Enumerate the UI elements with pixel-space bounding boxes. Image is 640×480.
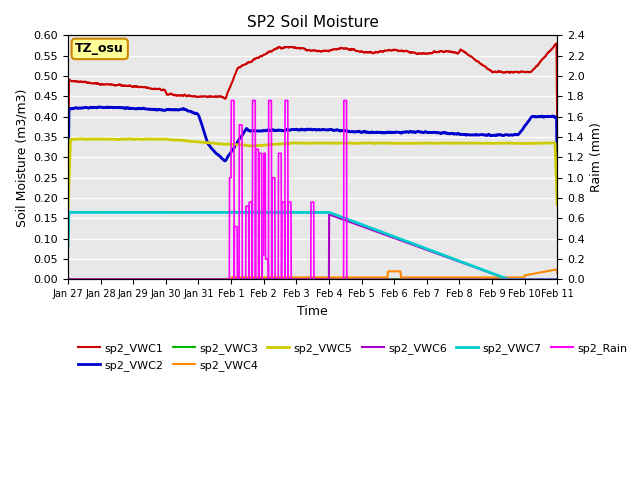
sp2_VWC5 <box>302 141 310 146</box>
sp2_VWC6 <box>554 276 561 282</box>
sp2_VWC5 <box>89 136 97 142</box>
sp2_VWC1 <box>289 45 297 50</box>
sp2_VWC6 <box>540 276 547 282</box>
Line: sp2_VWC1: sp2_VWC1 <box>68 43 557 180</box>
sp2_VWC2 <box>554 175 561 180</box>
sp2_VWC3 <box>64 276 72 282</box>
sp2_VWC6 <box>64 276 72 282</box>
sp2_VWC4 <box>89 276 97 282</box>
sp2_VWC1 <box>539 56 547 61</box>
Line: sp2_VWC2: sp2_VWC2 <box>68 107 557 194</box>
sp2_VWC7 <box>90 209 97 215</box>
Line: sp2_VWC7: sp2_VWC7 <box>68 212 557 279</box>
sp2_VWC3 <box>539 276 547 282</box>
sp2_VWC2 <box>289 127 297 132</box>
sp2_VWC7 <box>540 276 547 282</box>
sp2_VWC7 <box>450 256 458 262</box>
Title: SP2 Soil Moisture: SP2 Soil Moisture <box>246 15 379 30</box>
sp2_VWC4 <box>554 270 561 276</box>
sp2_Rain <box>540 276 547 282</box>
Line: sp2_VWC5: sp2_VWC5 <box>68 139 557 209</box>
sp2_VWC4 <box>302 275 310 280</box>
Y-axis label: Soil Moisture (m3/m3): Soil Moisture (m3/m3) <box>15 88 28 227</box>
sp2_VWC3 <box>554 276 561 282</box>
sp2_VWC1 <box>554 129 561 135</box>
Y-axis label: Raim (mm): Raim (mm) <box>590 122 604 192</box>
sp2_VWC5 <box>540 140 547 146</box>
sp2_VWC3 <box>302 276 310 282</box>
sp2_VWC1 <box>64 177 72 182</box>
sp2_VWC6 <box>89 276 97 282</box>
sp2_VWC5 <box>540 140 547 146</box>
sp2_VWC6 <box>302 276 310 282</box>
sp2_VWC5 <box>450 140 458 146</box>
sp2_Rain <box>89 276 97 282</box>
sp2_VWC3 <box>540 276 547 282</box>
sp2_VWC1 <box>449 49 457 55</box>
sp2_VWC5 <box>64 206 72 212</box>
sp2_VWC1 <box>553 40 561 46</box>
sp2_VWC6 <box>450 257 458 263</box>
Legend: sp2_VWC1, sp2_VWC2, sp2_VWC3, sp2_VWC4, sp2_VWC5, sp2_VWC6, sp2_VWC7, sp2_Rain: sp2_VWC1, sp2_VWC2, sp2_VWC3, sp2_VWC4, … <box>74 339 632 375</box>
sp2_Rain <box>302 276 310 282</box>
sp2_VWC3 <box>89 276 97 282</box>
sp2_VWC1 <box>89 81 97 86</box>
sp2_VWC4 <box>289 275 297 280</box>
sp2_Rain <box>554 276 561 282</box>
sp2_VWC7 <box>540 276 547 282</box>
sp2_VWC4 <box>553 266 561 272</box>
sp2_VWC6 <box>325 212 333 217</box>
sp2_Rain <box>289 276 297 282</box>
sp2_VWC4 <box>540 269 547 275</box>
Text: TZ_osu: TZ_osu <box>76 42 124 55</box>
sp2_VWC1 <box>302 47 310 53</box>
sp2_VWC3 <box>449 276 457 282</box>
sp2_VWC5 <box>289 140 297 146</box>
sp2_VWC7 <box>506 276 513 282</box>
sp2_Rain <box>64 276 72 282</box>
sp2_VWC2 <box>96 104 104 110</box>
sp2_VWC4 <box>449 275 457 280</box>
Line: sp2_VWC6: sp2_VWC6 <box>68 215 557 279</box>
Line: sp2_VWC4: sp2_VWC4 <box>68 269 557 279</box>
sp2_Rain <box>540 276 547 282</box>
sp2_VWC2 <box>89 105 97 110</box>
sp2_VWC5 <box>554 202 561 207</box>
sp2_VWC7 <box>302 209 310 215</box>
sp2_VWC7 <box>289 209 297 215</box>
sp2_VWC4 <box>539 269 547 275</box>
sp2_VWC5 <box>97 136 104 142</box>
sp2_VWC2 <box>302 127 310 132</box>
sp2_VWC2 <box>450 131 458 137</box>
sp2_VWC4 <box>64 276 72 282</box>
sp2_VWC3 <box>289 276 297 282</box>
sp2_VWC2 <box>540 114 547 120</box>
sp2_VWC2 <box>64 192 72 197</box>
sp2_VWC2 <box>540 114 547 120</box>
sp2_VWC7 <box>554 276 561 282</box>
sp2_Rain <box>227 97 235 103</box>
sp2_VWC1 <box>540 56 547 61</box>
sp2_VWC6 <box>289 276 297 282</box>
sp2_VWC6 <box>540 276 547 282</box>
sp2_VWC7 <box>65 209 73 215</box>
sp2_VWC7 <box>64 243 72 249</box>
Line: sp2_Rain: sp2_Rain <box>68 100 557 279</box>
X-axis label: Time: Time <box>297 305 328 318</box>
sp2_Rain <box>450 276 458 282</box>
